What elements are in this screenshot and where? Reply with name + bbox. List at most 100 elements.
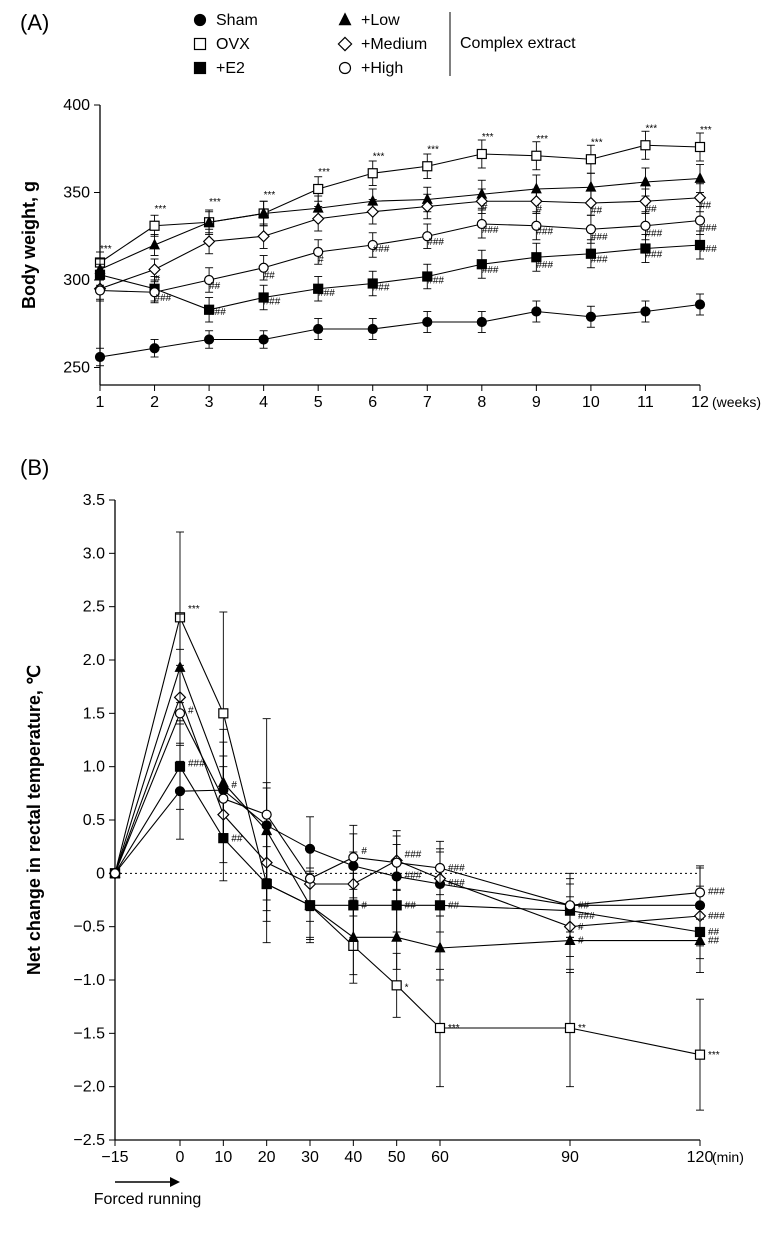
sig-annotation: # bbox=[482, 202, 488, 213]
sig-annotation: *** bbox=[708, 1050, 720, 1061]
sig-annotation: ## bbox=[700, 200, 712, 211]
figure-svg: ShamOVX+E2+Low+Medium+HighComplex extrac… bbox=[0, 0, 775, 1242]
xtick-label: 90 bbox=[561, 1149, 579, 1166]
sig-annotation: ## bbox=[231, 833, 243, 844]
xtick-label: 10 bbox=[582, 394, 600, 411]
sig-annotation: *** bbox=[209, 197, 221, 208]
sig-annotation: ## bbox=[578, 901, 590, 912]
legend-label: +High bbox=[361, 60, 403, 77]
ytick-label: 1.0 bbox=[83, 759, 105, 776]
xtick-label: 0 bbox=[176, 1149, 185, 1166]
forced-running-label: Forced running bbox=[94, 1191, 202, 1208]
y-axis-label: Body weight, g bbox=[19, 181, 39, 309]
sig-annotation: *** bbox=[700, 125, 712, 136]
xtick-label: 30 bbox=[301, 1149, 319, 1166]
ytick-label: −2.5 bbox=[73, 1132, 105, 1149]
xtick-label: −15 bbox=[101, 1149, 128, 1166]
panel-label: (B) bbox=[20, 455, 49, 480]
sig-annotation: ### bbox=[591, 232, 608, 243]
sig-annotation: ### bbox=[188, 759, 205, 770]
xtick-label: 120 bbox=[687, 1149, 714, 1166]
sig-annotation: # bbox=[361, 901, 367, 912]
xtick-label: 2 bbox=[150, 394, 159, 411]
series-line-sham bbox=[115, 790, 700, 905]
sig-annotation: *** bbox=[373, 151, 385, 162]
ytick-label: −0.5 bbox=[73, 919, 105, 936]
ytick-label: 2.0 bbox=[83, 652, 105, 669]
ytick-label: −1.0 bbox=[73, 972, 105, 989]
series-line-ovx bbox=[100, 145, 700, 262]
sig-annotation: ### bbox=[427, 276, 444, 287]
sig-annotation: *** bbox=[427, 144, 439, 155]
sig-annotation: *** bbox=[536, 134, 548, 145]
xtick-label: 60 bbox=[431, 1149, 449, 1166]
ytick-label: 250 bbox=[63, 360, 90, 377]
sig-annotation: *** bbox=[448, 1023, 460, 1034]
sig-annotation: *** bbox=[591, 137, 603, 148]
sig-annotation: ### bbox=[708, 887, 725, 898]
sig-annotation: # bbox=[318, 255, 324, 266]
ytick-label: −2.0 bbox=[73, 1079, 105, 1096]
sig-annotation: ### bbox=[482, 225, 499, 236]
panelB: (B)−2.5−2.0−1.5−1.0−0.500.51.01.52.02.53… bbox=[20, 455, 744, 1208]
sig-annotation: ### bbox=[708, 911, 725, 922]
ytick-label: 3.5 bbox=[83, 492, 105, 509]
sig-annotation: ### bbox=[645, 228, 662, 239]
ytick-label: 3.0 bbox=[83, 545, 105, 562]
sig-annotation: ## bbox=[405, 901, 417, 912]
sig-annotation: ## bbox=[708, 936, 720, 947]
sig-annotation: ## bbox=[264, 270, 276, 281]
sig-annotation: ### bbox=[700, 244, 717, 255]
series-line-high bbox=[100, 221, 700, 293]
series-line-e2 bbox=[100, 245, 700, 310]
ytick-label: 400 bbox=[63, 97, 90, 114]
sig-annotation: ## bbox=[645, 204, 657, 215]
x-unit: (weeks) bbox=[712, 394, 761, 410]
figure-container: ShamOVX+E2+Low+Medium+HighComplex extrac… bbox=[0, 0, 775, 1242]
series-line-medium bbox=[100, 198, 700, 289]
sig-annotation: ## bbox=[209, 281, 221, 292]
ytick-label: 0.5 bbox=[83, 812, 105, 829]
panel-label: (A) bbox=[20, 10, 49, 35]
sig-annotation: ### bbox=[427, 237, 444, 248]
sig-annotation: ### bbox=[536, 260, 553, 271]
sig-annotation: # bbox=[578, 922, 584, 933]
ytick-label: 0 bbox=[96, 865, 105, 882]
sig-annotation: ### bbox=[448, 863, 465, 874]
xtick-label: 40 bbox=[344, 1149, 362, 1166]
sig-annotation: # bbox=[578, 936, 584, 947]
sig-annotation: ### bbox=[536, 227, 553, 238]
xtick-label: 20 bbox=[258, 1149, 276, 1166]
legend-label: +E2 bbox=[216, 60, 245, 77]
legend-label: +Low bbox=[361, 12, 400, 29]
sig-annotation: ### bbox=[264, 297, 281, 308]
series-line-medium bbox=[115, 697, 700, 926]
sig-annotation: ### bbox=[155, 293, 172, 304]
sig-annotation: # bbox=[361, 846, 367, 857]
sig-annotation: ### bbox=[209, 307, 226, 318]
sig-annotation: *** bbox=[482, 132, 494, 143]
ytick-label: 300 bbox=[63, 272, 90, 289]
sig-annotation: ** bbox=[578, 1023, 586, 1034]
sig-annotation: ### bbox=[405, 849, 422, 860]
sig-annotation: *** bbox=[100, 244, 112, 255]
sig-annotation: ## bbox=[591, 206, 603, 217]
xtick-label: 5 bbox=[314, 394, 323, 411]
ytick-label: 350 bbox=[63, 185, 90, 202]
sig-annotation: *** bbox=[645, 123, 657, 134]
xtick-label: 4 bbox=[259, 394, 268, 411]
x-unit: (min) bbox=[712, 1149, 744, 1165]
sig-annotation: ### bbox=[318, 288, 335, 299]
sig-annotation: ### bbox=[405, 871, 422, 882]
ytick-label: −1.5 bbox=[73, 1025, 105, 1042]
y-axis-label: Net change in rectal temperature, ℃ bbox=[24, 665, 44, 975]
sig-annotation: ### bbox=[700, 223, 717, 234]
sig-annotation: ### bbox=[373, 244, 390, 255]
ytick-label: 2.5 bbox=[83, 599, 105, 616]
xtick-label: 50 bbox=[388, 1149, 406, 1166]
sig-annotation: ### bbox=[448, 878, 465, 889]
series-line-sham bbox=[100, 305, 700, 358]
sig-annotation: *** bbox=[318, 167, 330, 178]
sig-annotation: *** bbox=[264, 190, 276, 201]
xtick-label: 9 bbox=[532, 394, 541, 411]
